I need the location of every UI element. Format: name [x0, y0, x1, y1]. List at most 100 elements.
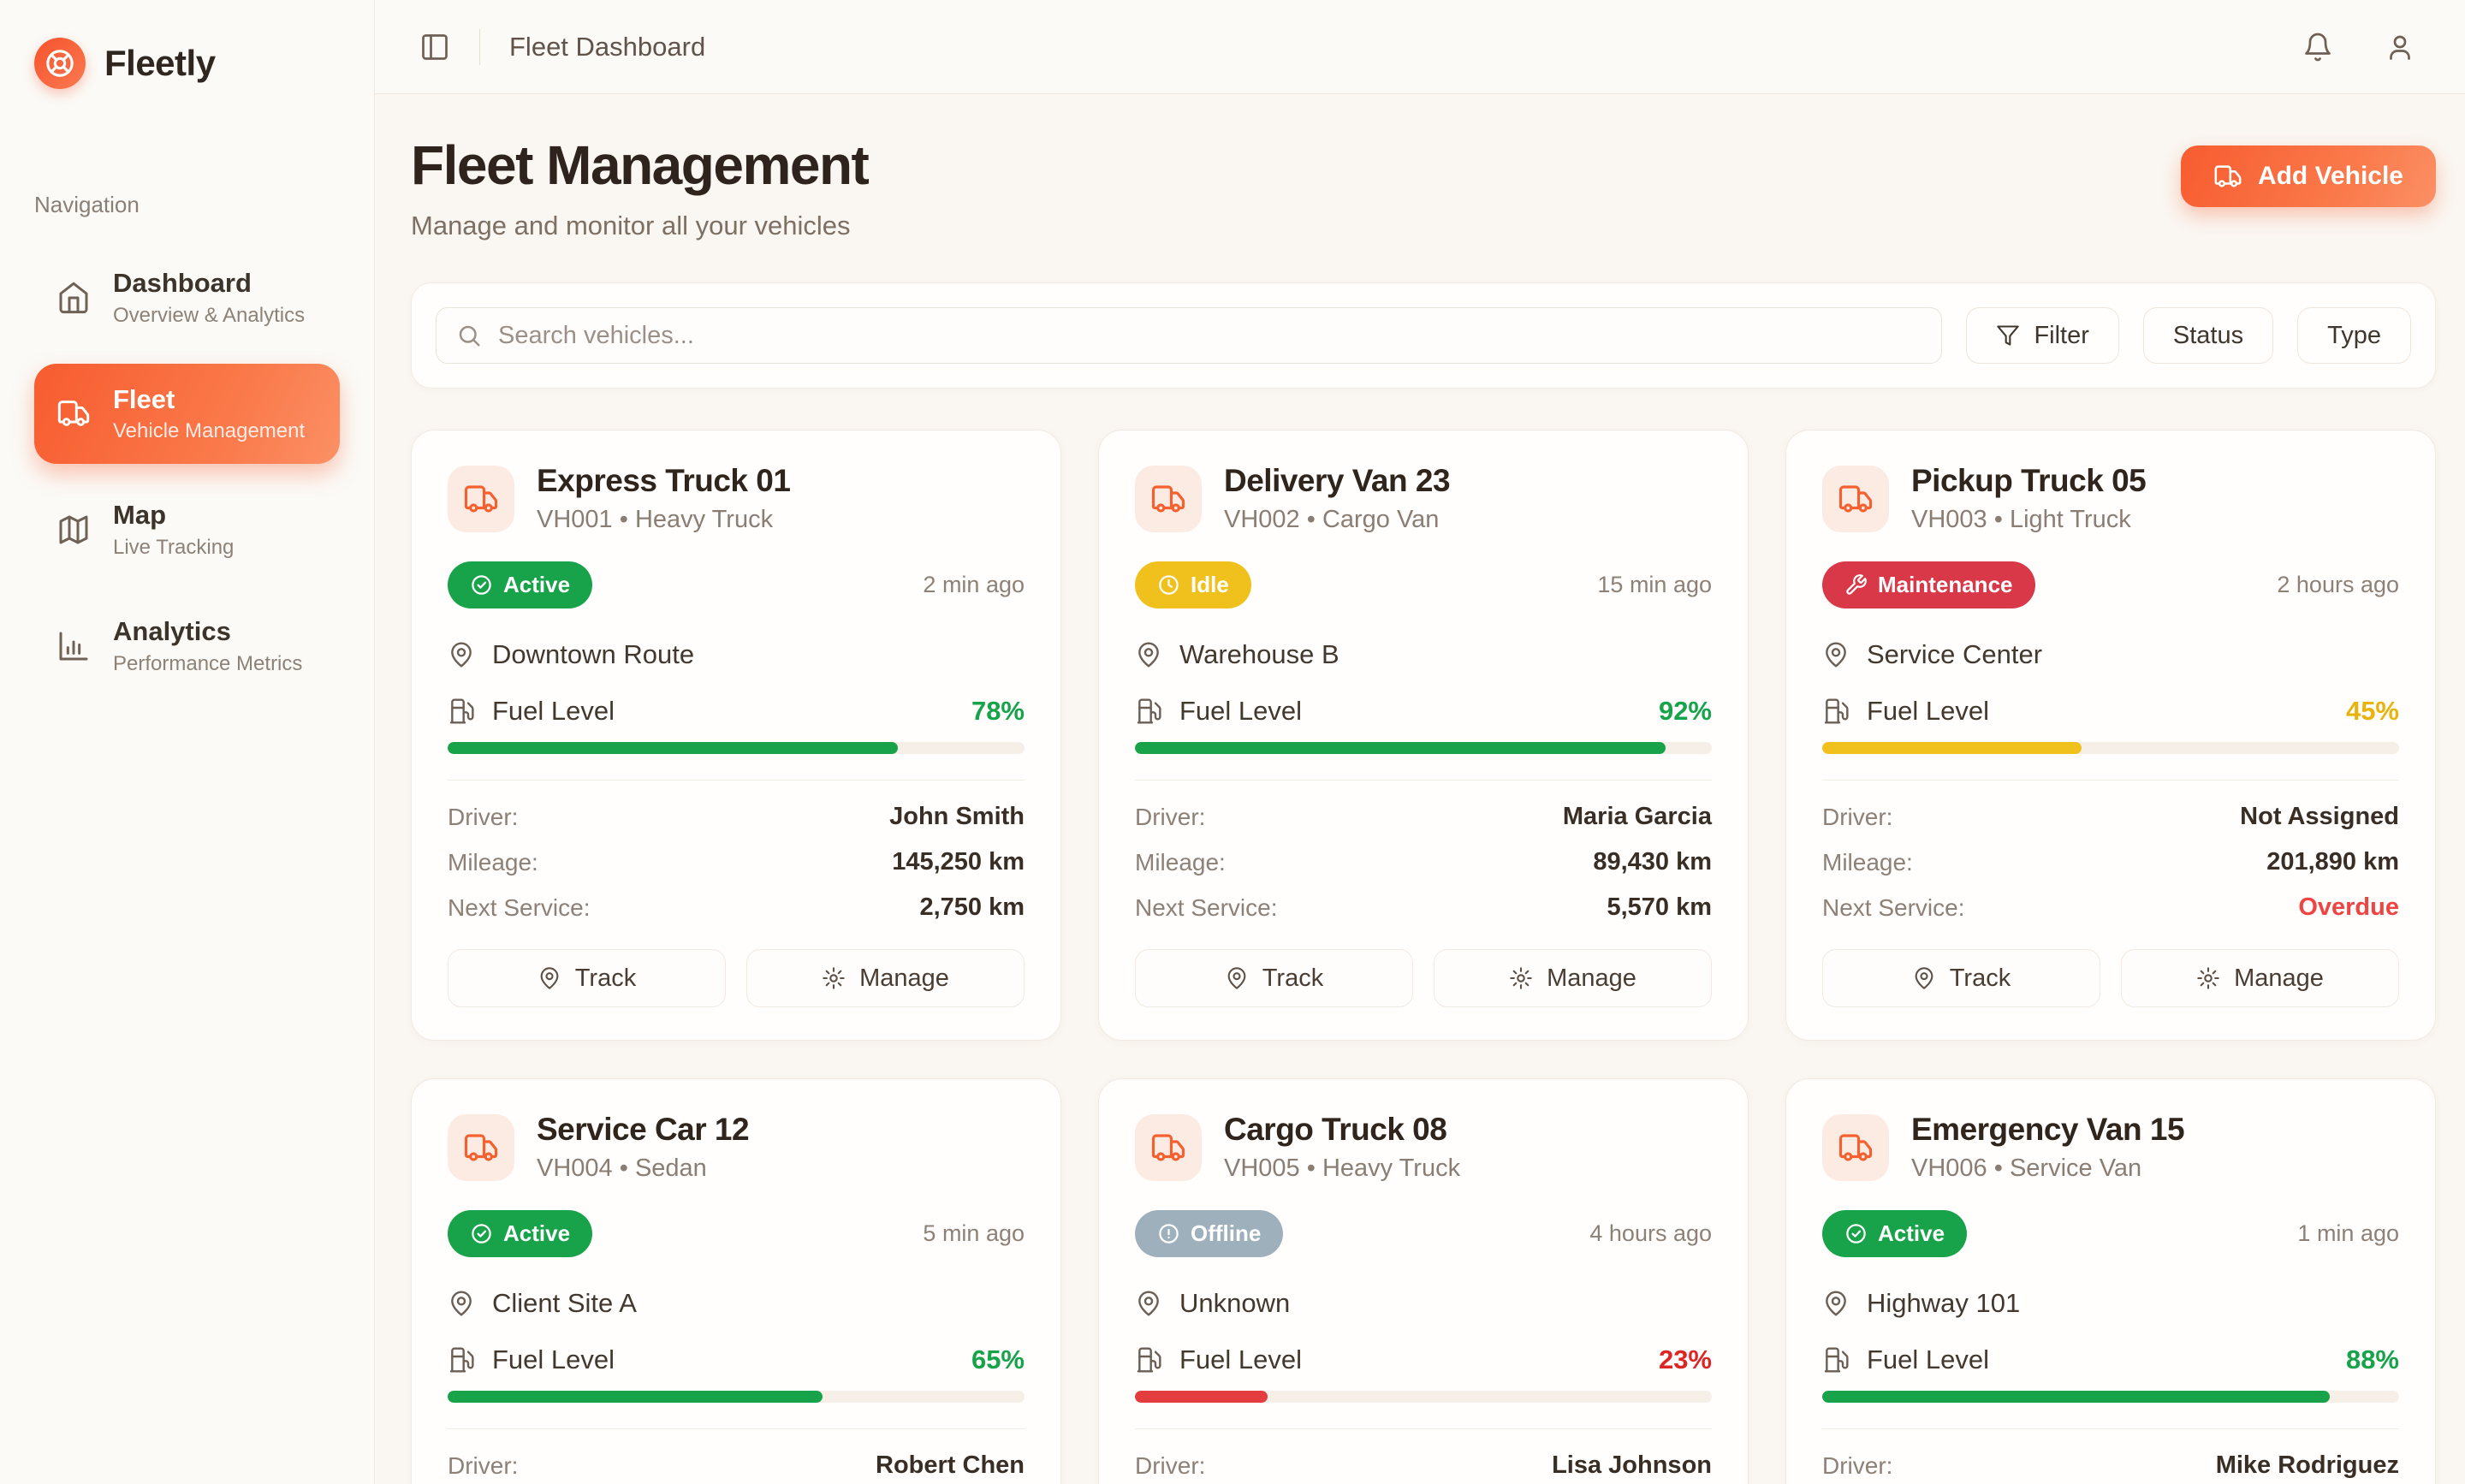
search-icon: [456, 323, 482, 348]
status-row: Maintenance 2 hours ago: [1822, 561, 2399, 608]
notifications-button[interactable]: [2302, 32, 2333, 62]
vehicle-name: Cargo Truck 08: [1224, 1112, 1447, 1147]
sidebar-item-sublabel: Vehicle Management: [113, 419, 306, 443]
vehicle-details: Driver: Maria Garcia Mileage: 89,430 km …: [1135, 780, 1712, 922]
mileage-row: Mileage: 145,250 km: [448, 848, 1025, 876]
mileage-label: Mileage:: [1135, 848, 1226, 876]
status-badge: Maintenance: [1822, 561, 2035, 608]
next-service-value: Overdue: [2298, 893, 2399, 921]
driver-label: Driver:: [448, 803, 519, 830]
sidebar-item-label: Fleet: [113, 383, 175, 414]
vehicle-card-header: Delivery Van 23 VH002 • Cargo Van: [1135, 463, 1712, 534]
vehicle-details: Driver: Lisa Johnson Mileage: 178,650 km…: [1135, 1428, 1712, 1484]
status-row: Idle 15 min ago: [1135, 561, 1712, 608]
vehicle-name: Service Car 12: [537, 1112, 750, 1147]
vehicle-details: Driver: John Smith Mileage: 145,250 km N…: [448, 780, 1025, 922]
status-badge: Active: [448, 561, 593, 608]
next-service-label: Next Service:: [448, 893, 591, 921]
status-filter-button[interactable]: Status: [2142, 307, 2274, 364]
vehicle-meta: VH003 • Light Truck: [1911, 506, 2131, 533]
next-service-label: Next Service:: [1822, 893, 1965, 921]
sidebar-item-dashboard[interactable]: Dashboard Overview & Analytics: [34, 247, 340, 348]
last-updated: 5 min ago: [923, 1220, 1025, 1246]
track-button[interactable]: Track: [1822, 949, 2100, 1007]
sidebar-toggle-button[interactable]: [419, 32, 450, 62]
search-input[interactable]: [436, 307, 1943, 364]
filter-button[interactable]: Filter: [1966, 307, 2119, 364]
location-text: Downtown Route: [492, 639, 695, 669]
mileage-label: Mileage:: [448, 848, 538, 876]
vehicle-card: Pickup Truck 05 VH003 • Light Truck Main…: [1785, 430, 2436, 1041]
vehicle-card: Emergency Van 15 VH006 • Service Van Act…: [1785, 1078, 2436, 1484]
gear-icon: [822, 966, 846, 990]
sidebar-item-sublabel: Live Tracking: [113, 535, 235, 559]
vehicle-name: Express Truck 01: [537, 463, 791, 498]
manage-button[interactable]: Manage: [1434, 949, 1712, 1007]
map-pin-icon: [1135, 1290, 1162, 1317]
sidebar-item-map[interactable]: Map Live Tracking: [34, 479, 340, 580]
page-header: Fleet Management Manage and monitor all …: [411, 134, 2436, 241]
add-vehicle-button[interactable]: Add Vehicle: [2180, 145, 2436, 207]
check-circle-icon: [470, 1222, 493, 1245]
user-menu-button[interactable]: [2385, 32, 2415, 62]
location-row: Unknown: [1135, 1288, 1712, 1319]
vehicle-actions: Track Manage: [1135, 949, 1712, 1007]
track-label: Track: [1262, 964, 1324, 992]
manage-button[interactable]: Manage: [2121, 949, 2399, 1007]
sidebar-item-sublabel: Performance Metrics: [113, 651, 303, 675]
fleetly-logo-icon: [34, 38, 86, 89]
sidebar-item-label: Map: [113, 500, 166, 531]
location-row: Service Center: [1822, 639, 2399, 670]
vehicle-icon: [1135, 465, 1202, 532]
van-icon: [56, 396, 91, 430]
fuel-progress-track: [448, 1391, 1025, 1403]
mileage-label: Mileage:: [1822, 848, 1913, 876]
map-pin-icon: [448, 641, 475, 668]
fuel-progress-fill: [1135, 1391, 1268, 1403]
fuel-progress-fill: [1135, 742, 1666, 754]
driver-value: Not Assigned: [2240, 803, 2399, 830]
track-button[interactable]: Track: [1135, 949, 1413, 1007]
last-updated: 1 min ago: [2297, 1220, 2399, 1246]
manage-button[interactable]: Manage: [746, 949, 1025, 1007]
map-pin-icon: [1912, 966, 1936, 990]
location-text: Unknown: [1179, 1288, 1291, 1318]
vehicle-card-header: Emergency Van 15 VH006 • Service Van: [1822, 1112, 2399, 1183]
fuel-pump-icon: [1822, 1346, 1850, 1374]
vehicle-card-header: Pickup Truck 05 VH003 • Light Truck: [1822, 463, 2399, 534]
vehicle-cards-grid: Express Truck 01 VH001 • Heavy Truck Act…: [411, 430, 2436, 1484]
bar-chart-icon: [56, 629, 91, 663]
fuel-progress-fill: [448, 1391, 823, 1403]
type-label: Type: [2327, 321, 2381, 349]
vehicle-details: Driver: Not Assigned Mileage: 201,890 km…: [1822, 780, 2399, 922]
sidebar-item-analytics[interactable]: Analytics Performance Metrics: [34, 596, 340, 697]
map-pin-icon: [1225, 966, 1249, 990]
track-button[interactable]: Track: [448, 949, 726, 1007]
last-updated: 2 min ago: [923, 572, 1025, 597]
status-badge: Offline: [1135, 1210, 1284, 1257]
wrench-icon: [1844, 573, 1868, 597]
status-badge: Active: [1822, 1210, 1968, 1257]
check-circle-icon: [470, 573, 493, 597]
add-vehicle-label: Add Vehicle: [2257, 162, 2403, 190]
driver-value: Maria Garcia: [1562, 803, 1712, 830]
fuel-progress-track: [1822, 742, 2399, 754]
driver-label: Driver:: [1822, 803, 1893, 830]
fuel-progress-track: [1135, 742, 1712, 754]
location-text: Highway 101: [1867, 1288, 2021, 1318]
fuel-label: Fuel Level: [1867, 696, 1990, 726]
last-updated: 4 hours ago: [1589, 1220, 1712, 1246]
fuel-label: Fuel Level: [492, 696, 615, 726]
topbar-title: Fleet Dashboard: [509, 31, 706, 62]
track-label: Track: [1949, 964, 2011, 992]
mileage-row: Mileage: 201,890 km: [1822, 848, 2399, 876]
vehicle-card-header: Express Truck 01 VH001 • Heavy Truck: [448, 463, 1025, 534]
map-pin-icon: [1822, 1290, 1850, 1317]
workspace: Fleet Dashboard Fleet Management Manage …: [375, 0, 2465, 1484]
type-filter-button[interactable]: Type: [2297, 307, 2411, 364]
status-badge-label: Offline: [1191, 1220, 1262, 1246]
driver-label: Driver:: [1135, 803, 1206, 830]
fuel-row: Fuel Level 78%: [448, 696, 1025, 727]
map-pin-icon: [538, 966, 561, 990]
sidebar-item-fleet[interactable]: Fleet Vehicle Management: [34, 363, 340, 465]
